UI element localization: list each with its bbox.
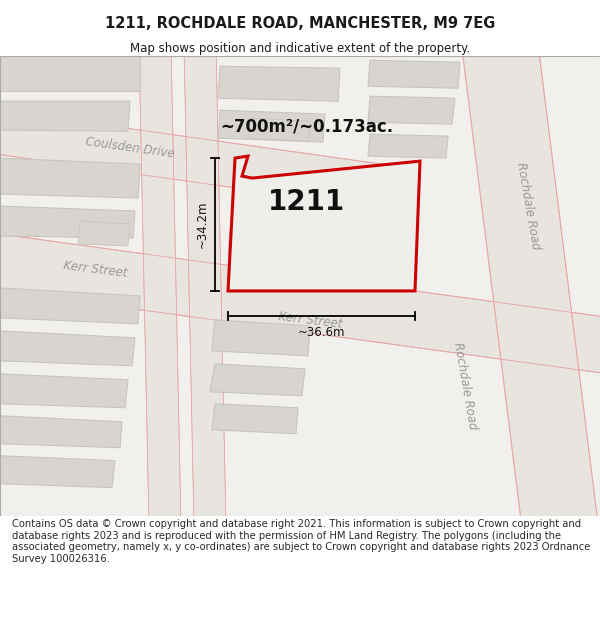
Text: Coulsden Drive: Coulsden Drive	[85, 136, 175, 161]
Polygon shape	[248, 118, 310, 141]
Polygon shape	[218, 110, 325, 142]
Polygon shape	[210, 364, 305, 396]
Polygon shape	[0, 109, 383, 208]
Polygon shape	[368, 96, 455, 124]
Polygon shape	[212, 404, 298, 434]
Polygon shape	[0, 331, 135, 366]
Text: Contains OS data © Crown copyright and database right 2021. This information is : Contains OS data © Crown copyright and d…	[12, 519, 590, 564]
Polygon shape	[0, 158, 140, 198]
Polygon shape	[368, 60, 460, 88]
Polygon shape	[0, 56, 140, 91]
Text: Map shows position and indicative extent of the property.: Map shows position and indicative extent…	[130, 42, 470, 55]
Text: Kerr Street: Kerr Street	[62, 259, 128, 279]
Text: Rochdale Road: Rochdale Road	[514, 161, 542, 251]
Text: ~34.2m: ~34.2m	[196, 201, 209, 248]
Polygon shape	[228, 230, 310, 256]
Polygon shape	[139, 46, 181, 526]
Text: ~36.6m: ~36.6m	[298, 326, 345, 339]
Text: ~700m²/~0.173ac.: ~700m²/~0.173ac.	[220, 117, 393, 135]
Text: 1211: 1211	[268, 188, 345, 216]
Polygon shape	[462, 41, 598, 531]
Polygon shape	[0, 456, 115, 488]
Text: 1211, ROCHDALE ROAD, MANCHESTER, M9 7EG: 1211, ROCHDALE ROAD, MANCHESTER, M9 7EG	[105, 16, 495, 31]
Polygon shape	[0, 206, 135, 238]
Polygon shape	[184, 46, 226, 526]
Polygon shape	[212, 320, 310, 356]
Text: Rochdale Road: Rochdale Road	[451, 341, 479, 431]
Text: Kerr Street: Kerr Street	[277, 311, 343, 331]
Polygon shape	[218, 66, 340, 101]
Polygon shape	[268, 191, 360, 224]
Polygon shape	[0, 374, 128, 408]
Polygon shape	[228, 156, 420, 291]
Polygon shape	[0, 233, 600, 374]
Polygon shape	[0, 416, 122, 447]
Polygon shape	[78, 221, 130, 246]
Polygon shape	[0, 101, 130, 131]
Polygon shape	[368, 134, 448, 158]
Polygon shape	[0, 288, 140, 324]
